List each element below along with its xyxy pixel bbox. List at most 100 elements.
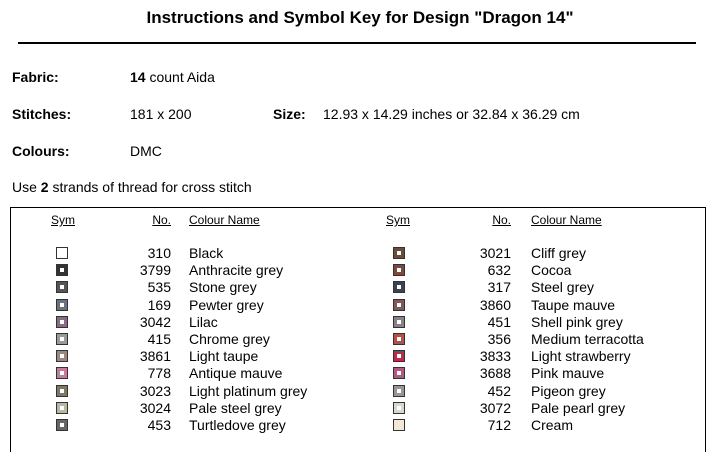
symbol-glyph	[60, 302, 64, 307]
colour-number: 712	[487, 417, 511, 433]
symbol	[56, 315, 68, 328]
symbol	[393, 401, 405, 414]
colour-name: Anthracite grey	[189, 262, 284, 279]
colour-number: 3799	[139, 262, 171, 279]
colour-number: 778	[147, 365, 171, 382]
strands: 2	[40, 179, 49, 195]
colour-name: Turtledove grey	[189, 417, 286, 433]
colour-number: 3688	[479, 365, 511, 382]
colour-name: Medium terracotta	[531, 331, 644, 347]
symbol	[56, 350, 68, 363]
column-header: Sym	[51, 213, 75, 227]
symbol	[393, 367, 405, 380]
symbol	[393, 350, 405, 363]
symbol-glyph	[60, 337, 64, 341]
label: Stitches:	[12, 106, 72, 122]
colour-number: 535	[147, 279, 171, 296]
colour-name: Antique mauve	[189, 365, 283, 382]
colour-number: 3042	[139, 313, 171, 330]
colour-name: Light strawberry	[531, 348, 631, 365]
symbol-glyph	[60, 423, 64, 427]
title: Instructions and Symbol Key for Design "…	[146, 8, 574, 27]
colour-number: 317	[487, 279, 511, 296]
count: 14	[130, 69, 146, 85]
symbol-glyph	[397, 354, 401, 359]
symbol-table: Sym No. Colour Name Sym No. Colour Name 310 Bla…	[10, 207, 706, 452]
colour-name: Cliff grey	[531, 245, 586, 261]
symbol-glyph	[60, 285, 64, 290]
colour-name: Cocoa	[531, 262, 572, 279]
colour-name: Pigeon grey	[531, 382, 606, 399]
symbol-glyph	[397, 285, 401, 290]
colour-number: 632	[487, 262, 511, 279]
colour-name: Light platinum grey	[189, 382, 308, 399]
colour-number: 3861	[139, 348, 171, 365]
symbol-glyph	[397, 337, 401, 341]
colour-number: 356	[487, 331, 511, 347]
symbol-glyph	[397, 405, 401, 410]
label: Colours:	[12, 143, 70, 159]
colour-number: 451	[487, 313, 511, 330]
column-header: Colour Name	[531, 213, 602, 227]
instruction: Use 2 strands of thread for cross stitch	[12, 179, 252, 195]
symbol-glyph	[397, 251, 401, 255]
text: Use	[12, 179, 37, 195]
value: 14 count Aida	[130, 69, 215, 85]
symbol	[56, 333, 68, 345]
colour-number: 169	[147, 296, 171, 313]
symbol-glyph	[60, 371, 64, 376]
symbol-glyph	[397, 388, 401, 393]
symbol	[56, 401, 68, 414]
colour-name: Pink mauve	[531, 365, 605, 382]
colour-number: 3021	[479, 245, 511, 261]
text: count Aida	[149, 69, 215, 85]
value: DMC	[130, 143, 162, 159]
symbol	[393, 281, 405, 294]
colour-name: Cream	[531, 417, 574, 433]
colour-name: Stone grey	[189, 279, 257, 296]
symbol	[56, 298, 68, 311]
colour-name: Light taupe	[189, 348, 259, 365]
text: strands of thread for cross stitch	[52, 179, 252, 195]
symbol-glyph	[397, 302, 401, 307]
column-header: No.	[492, 213, 511, 227]
symbol-glyph	[397, 268, 401, 273]
symbol	[393, 247, 405, 259]
symbol	[393, 419, 405, 431]
symbol	[393, 264, 405, 277]
symbol-glyph	[60, 405, 64, 410]
rule	[18, 42, 696, 44]
symbol-glyph	[60, 319, 64, 324]
symbol	[56, 281, 68, 294]
colour-number: 453	[147, 417, 171, 433]
symbol-glyph	[60, 354, 64, 359]
column-header: No.	[152, 213, 171, 227]
label: Fabric:	[12, 69, 59, 85]
symbol	[56, 367, 68, 380]
symbol	[393, 315, 405, 328]
colour-name: Lilac	[189, 313, 218, 330]
colour-number: 3023	[139, 382, 171, 399]
colour-number: 452	[487, 382, 511, 399]
symbol-glyph	[60, 388, 64, 393]
symbol	[56, 419, 68, 431]
value: 181 x 200	[130, 106, 192, 122]
symbol-glyph	[397, 371, 401, 376]
symbol	[393, 384, 405, 397]
colour-name: Taupe mauve	[531, 296, 616, 313]
symbol	[393, 298, 405, 311]
colour-name: Black	[189, 245, 224, 261]
column-header: Colour Name	[189, 213, 260, 227]
colour-name: Chrome grey	[189, 331, 270, 347]
symbol-glyph	[60, 268, 64, 273]
colour-name: Pale pearl grey	[531, 399, 626, 416]
symbol	[56, 264, 68, 277]
symbol	[393, 333, 405, 345]
colour-number: 3833	[479, 348, 511, 365]
symbol	[56, 384, 68, 397]
value: 12.93 x 14.29 inches or 32.84 x 36.29 cm	[323, 106, 580, 122]
colour-number: 3072	[479, 399, 511, 416]
colour-number: 310	[147, 245, 171, 261]
colour-number: 3860	[479, 296, 511, 313]
